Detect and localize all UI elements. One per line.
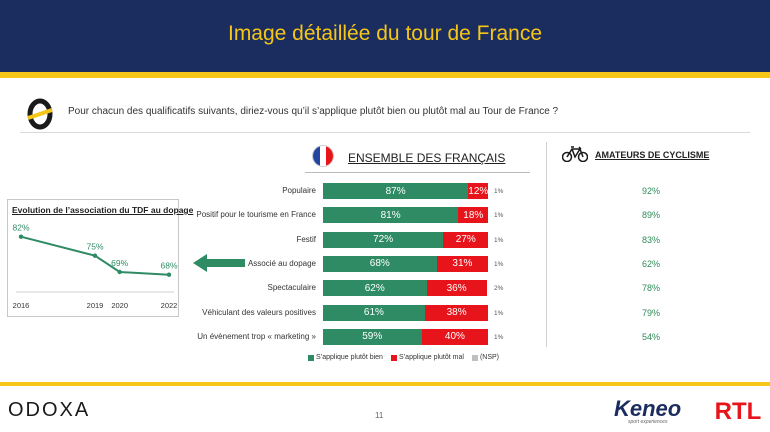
bar-good: 87% (323, 183, 469, 199)
data-label: 68% (160, 261, 177, 271)
nsp-label: 2% (494, 285, 504, 293)
legend-label-bad: S’applique plutôt mal (398, 354, 464, 361)
rtl-logo: RTL (712, 396, 764, 424)
nsp-label: 1% (494, 212, 504, 220)
data-point (18, 234, 24, 239)
legend-item-nsp: (NSP) (471, 354, 500, 361)
bar-bad: 27% (443, 231, 489, 248)
odoxa-circle-icon (27, 98, 53, 130)
legend-swatch-nsp (471, 354, 478, 361)
legend-label-good: S’applique plutôt bien (316, 354, 383, 361)
bar-good: 72% (323, 231, 444, 248)
legend-label-nsp: (NSP) (479, 354, 500, 361)
chart-legend: S’applique plutôt bien S’applique plutôt… (308, 354, 499, 361)
amateurs-title: AMATEURS DE CYCLISME (595, 150, 710, 160)
french-flag-icon (312, 145, 334, 167)
legend-swatch-good (308, 354, 314, 361)
rtl-text: RTL (715, 398, 762, 424)
amateur-value: 62% (641, 258, 660, 269)
data-point (92, 253, 98, 258)
amateur-value: 54% (641, 331, 660, 342)
nsp-label: 1% (494, 260, 504, 268)
page-title: Image détaillée du tour de France (227, 22, 543, 45)
header-bar: Image détaillée du tour de France (0, 0, 770, 72)
bar-good: 61% (323, 304, 425, 321)
legend-swatch-bad (390, 354, 397, 361)
data-label: 69% (111, 258, 128, 268)
bar-good: 81% (323, 207, 459, 224)
inset-title: Evolution de l’association du TDF au dop… (12, 205, 194, 215)
category-label: Un évènement trop « marketing » (197, 331, 316, 341)
legend-item-bad: S’applique plutôt mal (390, 354, 464, 361)
nsp-label: 1% (494, 188, 504, 195)
bar-bad: 31% (436, 255, 489, 272)
bar-good: 62% (323, 280, 427, 297)
amateur-value: 92% (641, 186, 660, 196)
left-arrow-icon (193, 254, 245, 272)
vertical-divider (546, 142, 547, 347)
bar-bad: 36% (426, 280, 487, 297)
footer-stripe (0, 382, 770, 386)
amateur-value: 78% (641, 283, 660, 294)
legend-item-good: S’applique plutôt bien (308, 354, 383, 361)
odoxa-logo: ODOXA (8, 399, 91, 421)
data-label: 75% (86, 242, 103, 252)
nsp-label: 1% (494, 333, 504, 341)
bar-bad: 12% (468, 183, 489, 199)
x-tick-label: 2020 (111, 301, 128, 310)
category-label: Populaire (282, 186, 316, 195)
question-text: Pour chacun des qualificatifs suivants, … (68, 106, 559, 117)
bar-bad: 38% (424, 304, 489, 321)
bar-bad: 40% (421, 328, 489, 345)
data-point (166, 272, 172, 277)
bicycle-icon (562, 146, 588, 162)
x-tick-label: 2016 (13, 301, 30, 310)
nsp-label: 1% (494, 309, 504, 317)
keneo-tagline: sport experiences (628, 419, 668, 425)
bar-good: 68% (323, 255, 437, 272)
inset-line-chart: Evolution de l’association du TDF au dop… (7, 199, 193, 317)
section-underline (305, 172, 530, 173)
keneo-logo: Keneo (614, 396, 682, 421)
x-tick-label: 2019 (87, 301, 104, 310)
amateur-value: 89% (641, 210, 660, 221)
nsp-label: 1% (494, 236, 504, 244)
divider (20, 132, 750, 133)
series-line (20, 235, 170, 276)
bar-bad: 18% (458, 207, 489, 224)
line-chart-svg: 82% 2016 75% 2019 69% 2020 68% 2022 (12, 223, 178, 310)
header-stripe (0, 72, 770, 78)
amateur-value: 79% (641, 307, 660, 318)
x-tick-label: 2022 (161, 301, 178, 310)
amateur-value: 83% (641, 234, 660, 245)
bar-good: 59% (323, 328, 422, 345)
page-number: 11 (375, 411, 384, 420)
data-point (117, 269, 122, 275)
data-label: 82% (12, 223, 29, 233)
section-title: ENSEMBLE DES FRANÇAIS (348, 151, 506, 165)
